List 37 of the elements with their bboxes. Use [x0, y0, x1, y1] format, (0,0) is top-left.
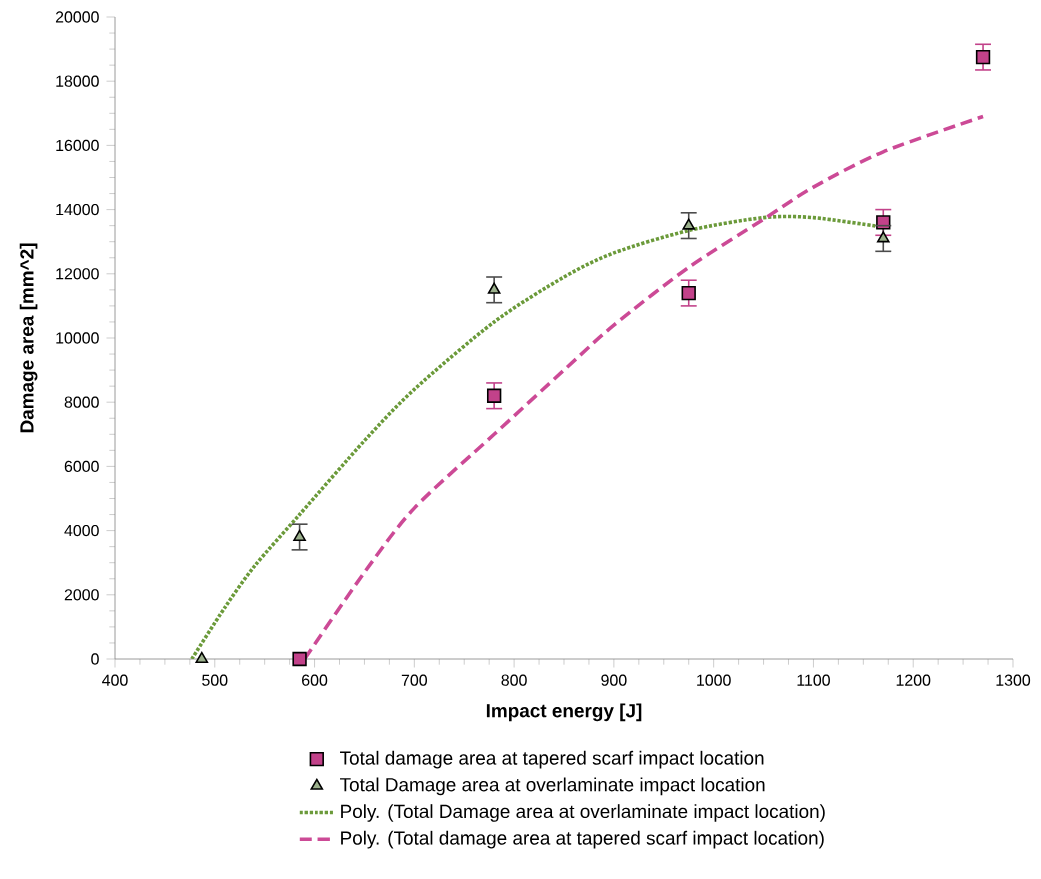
point	[292, 651, 307, 667]
y-tick-label: 2000	[64, 589, 99, 601]
legend-label: Poly. (Total damage area at tapered scarf impact location)	[341, 830, 824, 849]
x-tick-label: 1100	[797, 674, 830, 686]
y-tick-label: 14000	[56, 203, 99, 216]
y-tick-label: 20000	[55, 11, 99, 23]
x-tick-label: 900	[601, 674, 627, 686]
point	[876, 231, 890, 243]
x-tick-label: 700	[401, 674, 428, 686]
x-axis-title: Impact energy [J]	[486, 703, 642, 722]
y-tick-label: 6000	[64, 460, 99, 473]
y-axis-title: Damage area [mm^2]	[19, 243, 38, 433]
legend-label: Poly. (Total Damage area at overlaminate impact location)	[341, 804, 825, 822]
point	[975, 49, 991, 65]
x-tick-label: 1200	[896, 674, 931, 686]
x-tick-label: 600	[302, 674, 328, 686]
x-tick-label: 500	[202, 674, 228, 686]
point	[681, 285, 696, 301]
x-tick-label: 800	[501, 674, 527, 686]
point	[293, 529, 306, 542]
point	[487, 282, 501, 294]
x-tick-label: 1300	[996, 674, 1031, 686]
y-tick-label: 18000	[56, 75, 99, 87]
legend-label: Total damage area at tapered scarf impact location	[340, 750, 764, 769]
y-tick-label: 0	[91, 653, 99, 665]
legend-label: Total Damage area at overlaminate impact location	[340, 777, 765, 796]
y-tick-label: 8000	[64, 396, 99, 408]
point	[876, 215, 891, 230]
x-tick-label: 400	[102, 674, 128, 686]
point	[682, 218, 696, 230]
y-tick-label: 16000	[56, 139, 99, 152]
point	[195, 651, 209, 663]
x-tick-label: 1000	[697, 674, 731, 686]
y-tick-label: 4000	[64, 524, 99, 537]
y-tick-label: 12000	[56, 268, 99, 280]
y-tick-label: 10000	[56, 332, 99, 344]
point	[486, 388, 502, 403]
